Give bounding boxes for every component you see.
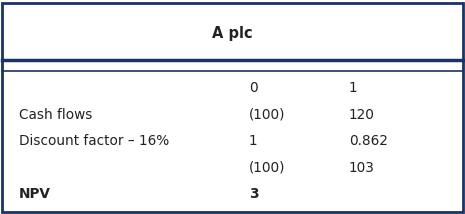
FancyBboxPatch shape: [2, 3, 463, 212]
Text: NPV: NPV: [19, 187, 51, 201]
Text: Discount factor – 16%: Discount factor – 16%: [19, 134, 169, 148]
Text: 1: 1: [249, 134, 258, 148]
Text: 0.862: 0.862: [349, 134, 388, 148]
Text: (100): (100): [249, 161, 285, 175]
Text: 1: 1: [349, 81, 358, 95]
Text: 3: 3: [249, 187, 259, 201]
Text: (100): (100): [249, 108, 285, 122]
Text: A plc: A plc: [212, 26, 253, 41]
Text: 103: 103: [349, 161, 375, 175]
Text: Cash flows: Cash flows: [19, 108, 92, 122]
Text: 0: 0: [249, 81, 258, 95]
Text: 120: 120: [349, 108, 375, 122]
